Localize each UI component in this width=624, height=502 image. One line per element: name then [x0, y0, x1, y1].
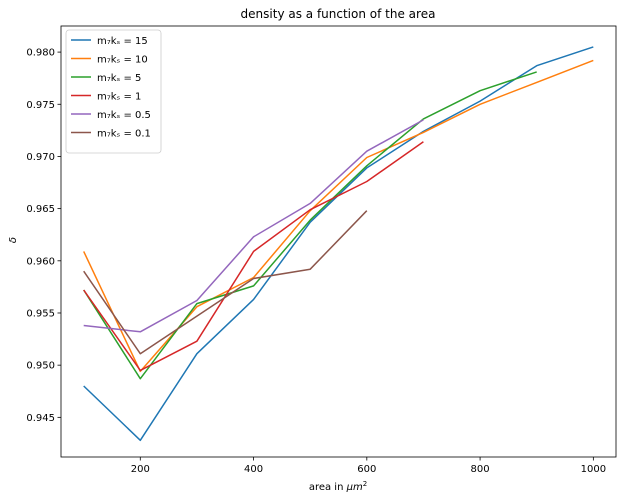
- series-line-4: [83, 119, 424, 333]
- y-tick-label-4: 0.965: [26, 204, 55, 215]
- x-tick-label-3: 800: [471, 464, 490, 475]
- x-tick-label-2: 600: [357, 464, 376, 475]
- legend-label-2: m₇kₛ = 5: [97, 73, 141, 84]
- y-axis-label: δ: [8, 237, 19, 243]
- series-line-3: [83, 141, 424, 372]
- y-tick-label-5: 0.970: [26, 152, 55, 163]
- y-tick-label-2: 0.955: [26, 308, 55, 319]
- y-tick-label-1: 0.950: [26, 361, 55, 372]
- y-tick-label-6: 0.975: [26, 100, 55, 111]
- x-tick-label-0: 200: [131, 464, 150, 475]
- y-tick-label-3: 0.960: [26, 256, 55, 267]
- y-tick-label-0: 0.945: [26, 413, 55, 424]
- legend-label-3: m₇kₛ = 1: [97, 92, 141, 103]
- chart-title: density as a function of the area: [241, 7, 436, 21]
- series-line-5: [83, 210, 368, 355]
- legend-label-4: m₇kₛ = 0.5: [97, 110, 151, 121]
- x-axis-label: area in μm2: [309, 480, 367, 493]
- legend-label-0: m₇kₛ = 15: [97, 36, 148, 47]
- series-line-1: [83, 59, 594, 373]
- legend-label-5: m₇kₛ = 0.1: [97, 129, 151, 140]
- plot-area: 200 400 600 800 1000 0.945 0.950 0.955 0.960 0.96…: [26, 25, 617, 475]
- series-line-2: [83, 71, 537, 380]
- x-tick-label-4: 1000: [581, 464, 606, 475]
- legend-label-1: m₇kₛ = 10: [97, 55, 148, 66]
- legend-box: [65, 29, 162, 154]
- y-tick-label-7: 0.980: [26, 48, 55, 59]
- axes-frame: [60, 25, 617, 458]
- x-tick-label-1: 400: [244, 464, 263, 475]
